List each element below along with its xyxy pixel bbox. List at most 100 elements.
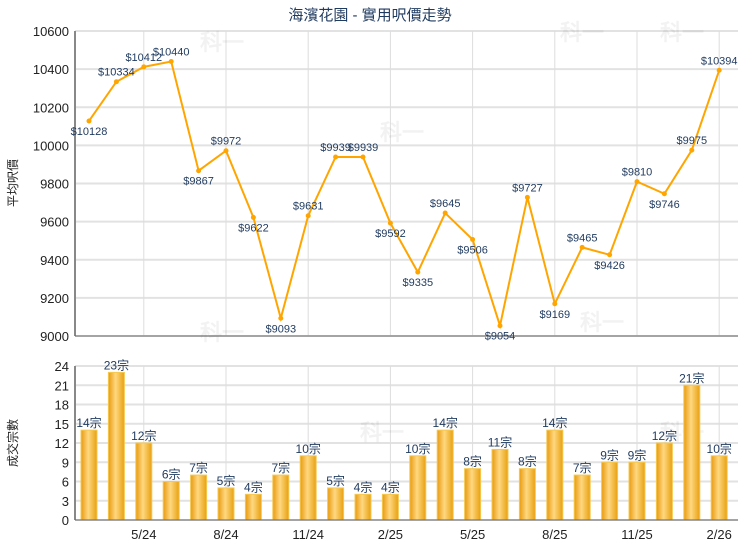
price-point — [442, 210, 448, 216]
bar — [409, 455, 427, 521]
price-tick-label: 10000 — [33, 138, 69, 153]
price-tick-label: 9200 — [40, 291, 69, 306]
x-tick-label: 2/26 — [707, 527, 732, 542]
bar-value-label: 9宗 — [628, 447, 647, 462]
bar-value-label: 23宗 — [104, 357, 129, 372]
volume-tick-label: 18 — [55, 398, 69, 413]
bar — [628, 461, 646, 521]
bar — [546, 429, 564, 521]
bar — [381, 493, 399, 521]
bar-value-label: 6宗 — [162, 467, 181, 482]
bar — [683, 384, 701, 521]
price-tick-label: 10600 — [33, 24, 69, 39]
watermark: 科一 — [360, 420, 404, 445]
price-value-label: $9426 — [594, 260, 625, 272]
volume-tick-label: 12 — [55, 436, 69, 451]
bar-value-label: 10宗 — [296, 441, 321, 456]
bar-value-label: 7宗 — [573, 460, 592, 475]
x-tick-label: 8/25 — [542, 527, 567, 542]
price-value-label: $10128 — [71, 126, 108, 138]
bar — [327, 487, 345, 521]
watermark: 科一 — [560, 20, 604, 45]
price-tick-label: 9000 — [40, 329, 69, 344]
price-point — [305, 213, 311, 219]
bar — [272, 474, 290, 521]
volume-tick-label: 21 — [55, 378, 69, 393]
bar — [601, 461, 619, 521]
price-value-label: $10440 — [153, 47, 190, 59]
bar — [518, 468, 536, 521]
volume-tick-label: 9 — [62, 455, 69, 470]
price-tick-label: 10400 — [33, 62, 69, 77]
bar-value-label: 5宗 — [326, 473, 345, 488]
bar — [710, 455, 728, 521]
watermark: 科一 — [200, 320, 244, 345]
bar — [217, 487, 235, 521]
watermark: 科一 — [660, 20, 704, 45]
price-value-label: $9335 — [403, 277, 434, 289]
price-value-label: $9506 — [457, 245, 488, 257]
price-point — [661, 191, 667, 197]
price-point — [168, 59, 174, 64]
price-value-label: $10334 — [98, 67, 135, 79]
volume-tick-label: 24 — [55, 359, 69, 374]
price-point — [716, 67, 722, 73]
volume-axis-label: 成交宗數 — [5, 419, 20, 467]
price-value-label: $9093 — [266, 323, 297, 335]
price-value-label: $10394 — [701, 55, 738, 67]
x-tick-label: 2/25 — [378, 527, 403, 542]
price-value-label: $9592 — [375, 228, 406, 240]
x-tick-label: 8/24 — [213, 527, 238, 542]
price-value-label: $10412 — [125, 52, 162, 64]
bar-value-label: 4宗 — [354, 479, 373, 494]
price-point — [524, 194, 530, 200]
bar-value-label: 4宗 — [381, 479, 400, 494]
price-point — [333, 154, 339, 160]
bar-value-label: 7宗 — [271, 460, 290, 475]
bar-value-label: 11宗 — [488, 434, 512, 449]
price-point — [470, 237, 476, 243]
price-tick-label: 9800 — [40, 177, 69, 192]
x-tick-label: 5/25 — [460, 527, 485, 542]
x-tick-label: 11/25 — [621, 527, 653, 542]
x-tick-label: 5/24 — [131, 527, 156, 542]
price-point — [250, 214, 256, 220]
price-point — [497, 323, 503, 329]
watermark: 科一 — [580, 310, 624, 335]
price-value-label: $9169 — [540, 309, 571, 321]
bar-value-label: 7宗 — [189, 460, 208, 475]
bar — [436, 429, 454, 521]
bar-value-label: 21宗 — [679, 370, 704, 385]
price-point — [223, 148, 229, 154]
bar — [573, 474, 591, 521]
price-tick-label: 10200 — [33, 100, 69, 115]
price-point — [552, 301, 558, 307]
bar — [299, 455, 317, 521]
bar-value-label: 14宗 — [433, 415, 458, 430]
price-value-label: $9727 — [512, 182, 543, 194]
price-point — [278, 315, 284, 321]
price-point — [387, 220, 393, 226]
bar — [655, 442, 673, 521]
bar — [162, 481, 180, 521]
bar-value-label: 9宗 — [600, 447, 619, 462]
price-point — [415, 269, 421, 275]
price-value-label: $9746 — [649, 199, 680, 211]
bar-value-label: 10宗 — [405, 441, 430, 456]
price-axis-label: 平均呎價 — [6, 159, 20, 207]
bar — [80, 429, 98, 521]
price-point — [634, 179, 640, 185]
bar — [354, 493, 372, 521]
bar — [244, 493, 262, 521]
price-value-label: $9939 — [320, 142, 351, 154]
price-point — [607, 252, 613, 258]
bar — [491, 448, 509, 521]
bar-value-label: 12宗 — [131, 428, 156, 443]
watermark: 科一 — [380, 120, 424, 145]
bar — [107, 371, 125, 521]
price-value-label: $9975 — [677, 135, 708, 147]
price-value-label: $9939 — [348, 142, 379, 154]
volume-tick-label: 3 — [62, 494, 69, 509]
price-tick-label: 9600 — [40, 215, 69, 230]
